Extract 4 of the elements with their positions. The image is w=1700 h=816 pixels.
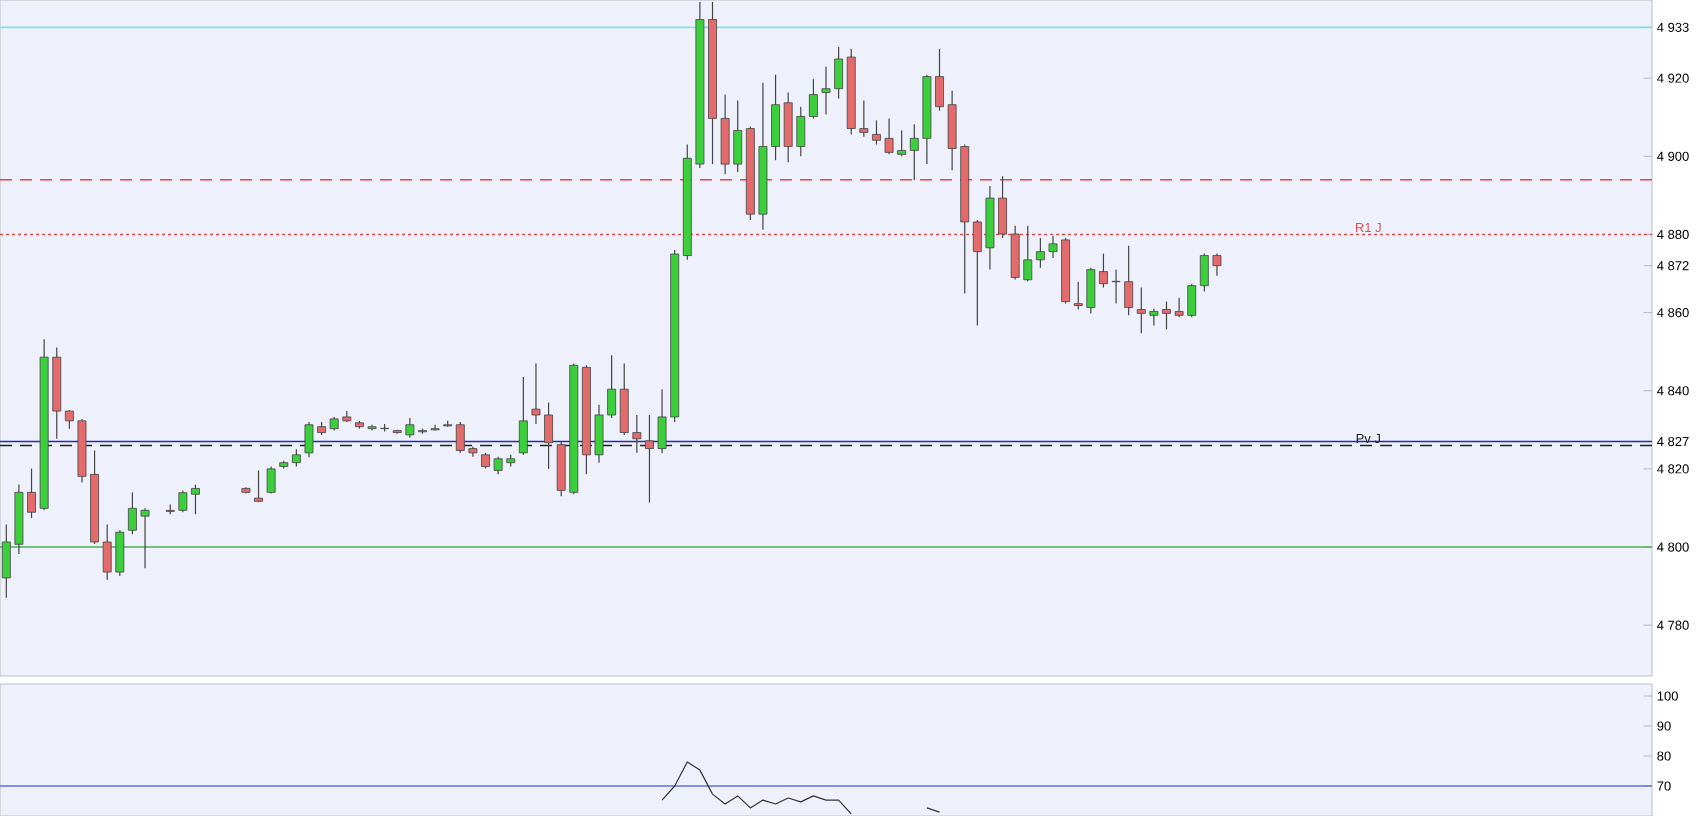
candlestick — [518, 376, 528, 456]
candlestick — [254, 469, 263, 503]
candlestick — [266, 465, 276, 495]
candlestick — [808, 78, 818, 119]
